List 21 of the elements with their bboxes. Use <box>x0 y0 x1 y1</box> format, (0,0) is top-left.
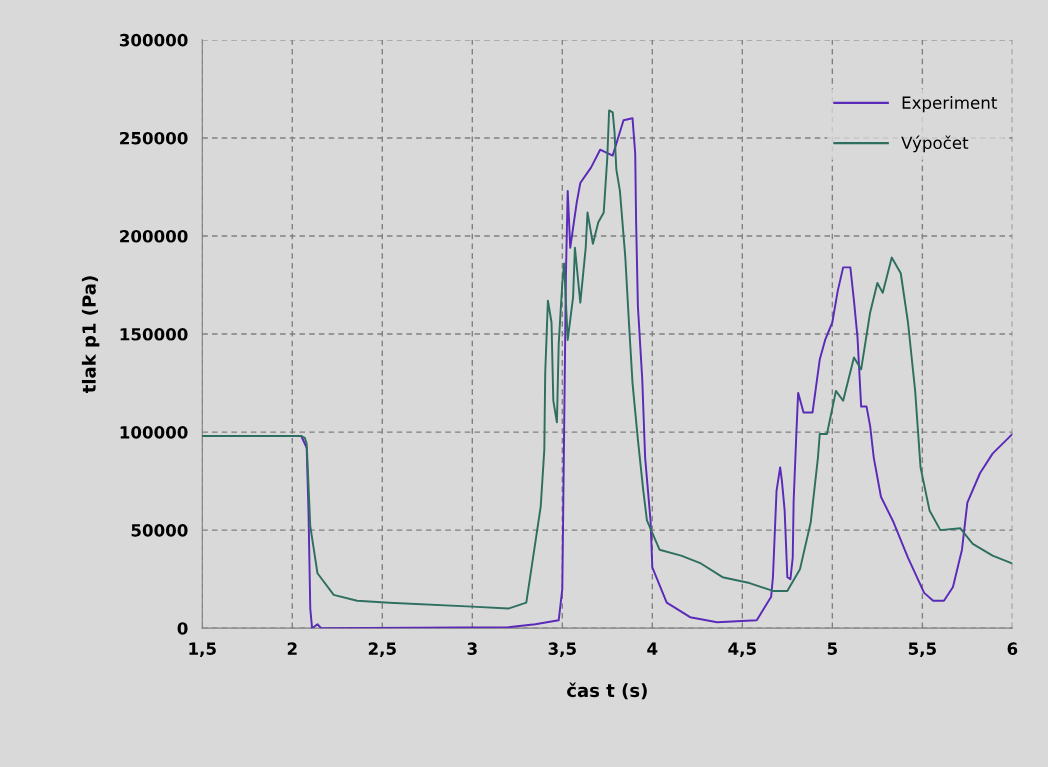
y-tick-label: 0 <box>177 622 188 635</box>
x-tick-label: 3,5 <box>548 642 576 658</box>
x-tick-label: 4 <box>647 642 658 655</box>
x-tick-label: 5,5 <box>908 642 936 658</box>
y-tick-label: 200000 <box>120 229 188 243</box>
x-axis-title: čas t (s) <box>567 682 647 700</box>
y-tick-label: 50000 <box>131 524 188 537</box>
x-tick-label: 3 <box>467 642 477 655</box>
x-tick-label: 2 <box>287 642 297 655</box>
x-tick-label: 2,5 <box>368 642 396 658</box>
x-tick-label: 1,5 <box>189 642 216 658</box>
y-axis-title: tlak p1 (Pa) <box>81 276 100 394</box>
y-tick-label: 100000 <box>120 426 188 439</box>
legend-label: Výpočet <box>901 135 969 153</box>
x-tick-label: 4,5 <box>728 642 756 658</box>
y-tick-label: 150000 <box>120 327 188 341</box>
y-tick-label: 250000 <box>120 131 188 145</box>
legend-label: Experiment <box>902 96 997 113</box>
x-tick-label: 5 <box>827 642 837 655</box>
x-tick-label: 6 <box>1007 642 1018 655</box>
y-tick-label: 300000 <box>119 33 188 47</box>
